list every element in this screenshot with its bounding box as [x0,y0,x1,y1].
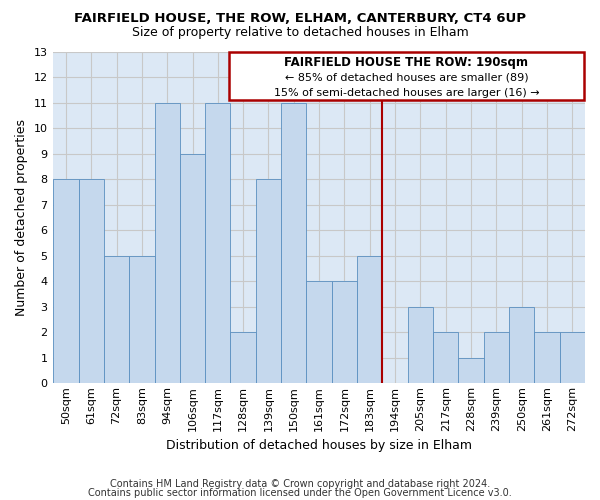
Text: ← 85% of detached houses are smaller (89): ← 85% of detached houses are smaller (89… [284,72,528,83]
Bar [230,332,256,384]
Bar [509,306,535,384]
Bar [180,154,205,384]
Bar [560,332,585,384]
Bar [256,179,281,384]
Text: Contains public sector information licensed under the Open Government Licence v3: Contains public sector information licen… [88,488,512,498]
Bar [484,332,509,384]
Bar [53,179,79,384]
Text: 15% of semi-detached houses are larger (16) →: 15% of semi-detached houses are larger (… [274,88,539,98]
Text: Size of property relative to detached houses in Elham: Size of property relative to detached ho… [131,26,469,39]
Bar [535,332,560,384]
Bar [433,332,458,384]
Text: Contains HM Land Registry data © Crown copyright and database right 2024.: Contains HM Land Registry data © Crown c… [110,479,490,489]
FancyBboxPatch shape [229,52,584,100]
Bar [205,102,230,384]
Bar [104,256,129,384]
Text: FAIRFIELD HOUSE THE ROW: 190sqm: FAIRFIELD HOUSE THE ROW: 190sqm [284,56,529,68]
Y-axis label: Number of detached properties: Number of detached properties [15,119,28,316]
X-axis label: Distribution of detached houses by size in Elham: Distribution of detached houses by size … [166,440,472,452]
Bar [281,102,307,384]
Bar [408,306,433,384]
Bar [129,256,155,384]
Bar [357,256,382,384]
Bar [332,281,357,384]
Bar [155,102,180,384]
Bar [307,281,332,384]
Bar [458,358,484,384]
Text: FAIRFIELD HOUSE, THE ROW, ELHAM, CANTERBURY, CT4 6UP: FAIRFIELD HOUSE, THE ROW, ELHAM, CANTERB… [74,12,526,26]
Bar [79,179,104,384]
